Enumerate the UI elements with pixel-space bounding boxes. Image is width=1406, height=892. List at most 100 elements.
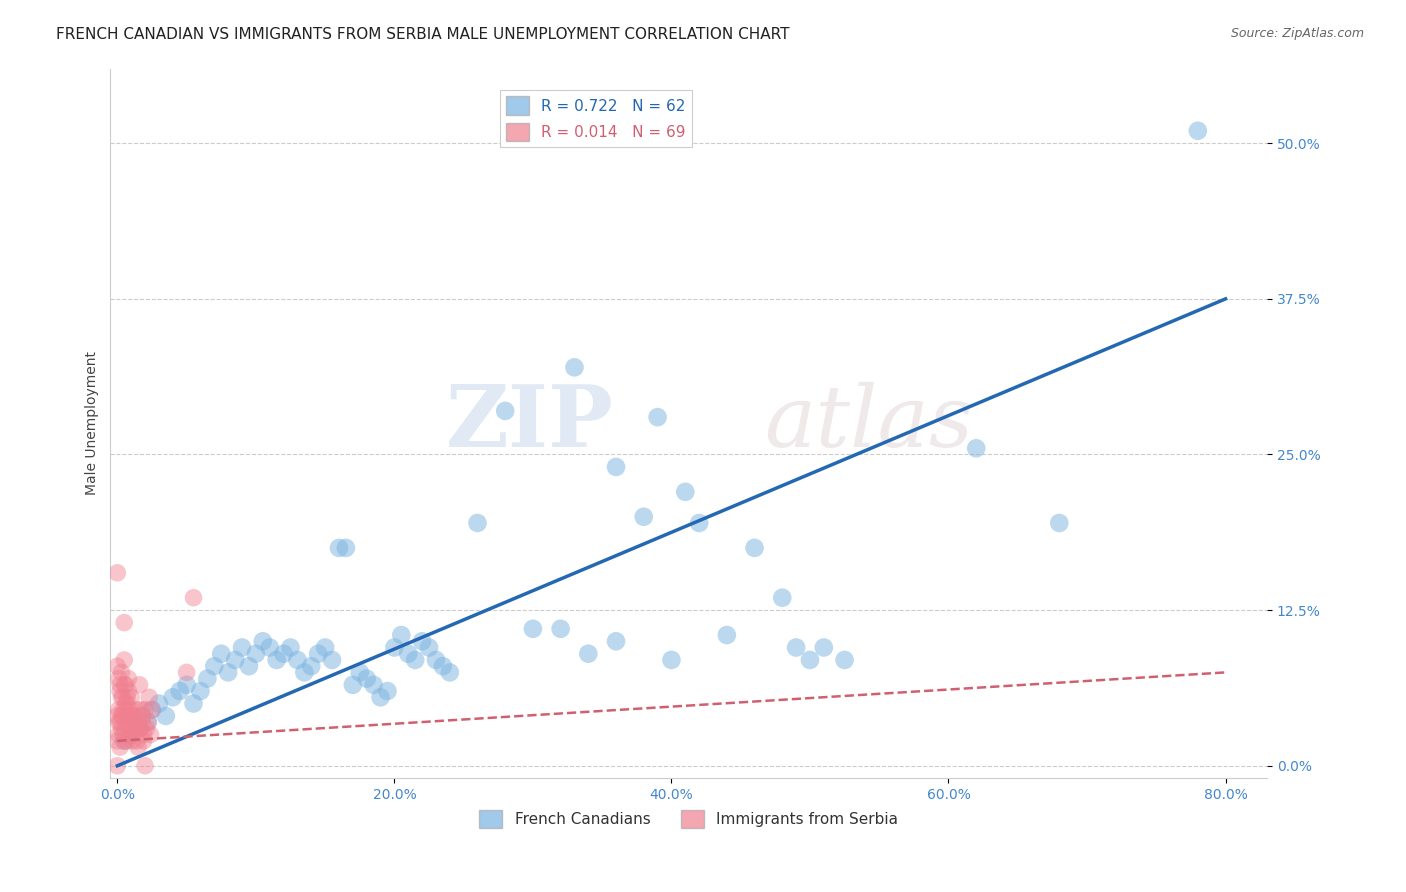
Point: [231, 640, 253, 655]
Point: [744, 541, 766, 555]
Point: [155, 709, 177, 723]
Point: [418, 640, 440, 655]
Point: [522, 622, 544, 636]
Point: [1187, 124, 1209, 138]
Point: [202, 659, 225, 673]
Point: [125, 734, 148, 748]
Point: [105, 566, 128, 580]
Point: [122, 715, 145, 730]
Point: [404, 653, 426, 667]
Point: [321, 653, 343, 667]
Point: [132, 734, 155, 748]
Point: [785, 640, 807, 655]
Point: [107, 715, 129, 730]
Point: [411, 634, 433, 648]
Point: [425, 653, 447, 667]
Point: [132, 728, 155, 742]
Point: [834, 653, 856, 667]
Point: [139, 728, 162, 742]
Point: [633, 509, 655, 524]
Point: [647, 410, 669, 425]
Point: [136, 715, 159, 730]
Point: [716, 628, 738, 642]
Point: [112, 734, 135, 748]
Point: [259, 640, 281, 655]
Point: [176, 665, 198, 680]
Text: FRENCH CANADIAN VS IMMIGRANTS FROM SERBIA MALE UNEMPLOYMENT CORRELATION CHART: FRENCH CANADIAN VS IMMIGRANTS FROM SERBI…: [56, 27, 790, 42]
Point: [114, 703, 136, 717]
Point: [129, 703, 152, 717]
Point: [349, 665, 371, 680]
Point: [125, 703, 148, 717]
Point: [108, 684, 131, 698]
Point: [112, 678, 135, 692]
Point: [134, 703, 156, 717]
Point: [112, 653, 135, 667]
Point: [105, 758, 128, 772]
Point: [107, 672, 129, 686]
Point: [356, 672, 378, 686]
Y-axis label: Male Unemployment: Male Unemployment: [86, 351, 100, 495]
Point: [292, 665, 315, 680]
Point: [124, 722, 146, 736]
Point: [141, 703, 163, 717]
Point: [124, 722, 146, 736]
Point: [110, 690, 132, 705]
Point: [673, 484, 696, 499]
Point: [120, 690, 142, 705]
Point: [105, 709, 128, 723]
Point: [121, 734, 143, 748]
Point: [564, 360, 586, 375]
Point: [550, 622, 572, 636]
Point: [122, 709, 145, 723]
Point: [384, 640, 406, 655]
Point: [252, 634, 274, 648]
Point: [688, 516, 710, 530]
Point: [112, 722, 135, 736]
Point: [114, 709, 136, 723]
Point: [266, 653, 288, 667]
Point: [370, 690, 392, 705]
Point: [107, 703, 129, 717]
Point: [224, 653, 246, 667]
Point: [335, 541, 357, 555]
Point: [190, 684, 212, 698]
Point: [467, 516, 489, 530]
Point: [128, 722, 150, 736]
Point: [183, 591, 205, 605]
Point: [118, 728, 141, 742]
Point: [217, 665, 239, 680]
Point: [396, 647, 419, 661]
Point: [342, 678, 364, 692]
Point: [131, 715, 153, 730]
Point: [127, 715, 149, 730]
Point: [115, 697, 138, 711]
Point: [114, 678, 136, 692]
Point: [111, 703, 134, 717]
Text: atlas: atlas: [763, 382, 973, 465]
Point: [273, 647, 295, 661]
Point: [135, 722, 157, 736]
Point: [112, 734, 135, 748]
Point: [108, 740, 131, 755]
Point: [110, 709, 132, 723]
Point: [134, 758, 156, 772]
Point: [128, 678, 150, 692]
Point: [117, 684, 139, 698]
Point: [107, 728, 129, 742]
Point: [799, 653, 821, 667]
Point: [120, 728, 142, 742]
Point: [328, 541, 350, 555]
Point: [136, 715, 159, 730]
Point: [245, 647, 267, 661]
Point: [314, 640, 336, 655]
Point: [169, 684, 191, 698]
Point: [127, 740, 149, 755]
Point: [117, 722, 139, 736]
Point: [138, 690, 160, 705]
Point: [121, 709, 143, 723]
Point: [105, 659, 128, 673]
Point: [110, 665, 132, 680]
Point: [363, 678, 385, 692]
Point: [131, 709, 153, 723]
